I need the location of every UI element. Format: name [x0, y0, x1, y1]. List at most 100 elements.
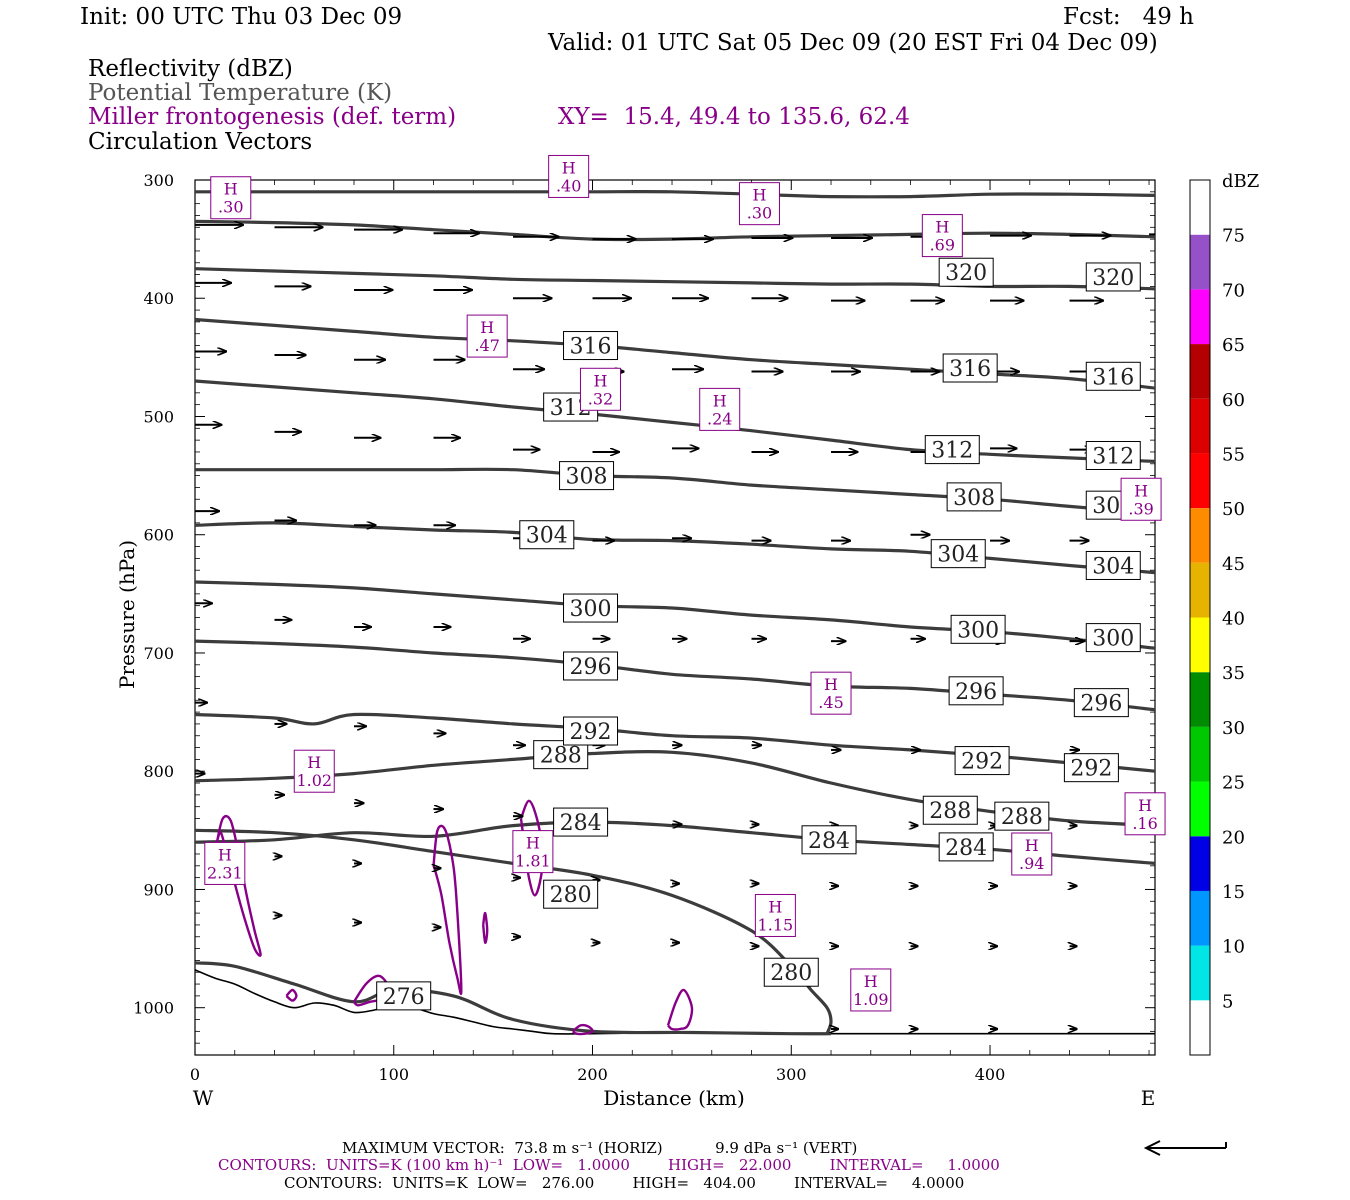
fronto-max-value: .69 [930, 236, 955, 255]
fronto-max-value: .16 [1132, 814, 1157, 833]
fronto-max-value: .47 [474, 336, 499, 355]
colorbar-level-label: 65 [1222, 335, 1245, 356]
fronto-max-box [850, 968, 892, 1012]
colorbar-unit: dBZ [1222, 171, 1259, 192]
fronto-max-value: .30 [747, 204, 772, 223]
fronto-max-value: 2.31 [207, 863, 243, 882]
theta-contour-316 [195, 317, 1155, 390]
fronto-contour [285, 988, 298, 1002]
colorbar-band [1190, 180, 1210, 235]
y-tick-label: 700 [143, 644, 174, 663]
fronto-max-label: H [713, 391, 727, 410]
field-reflectivity: Reflectivity (dBZ) [88, 56, 293, 82]
fronto-max-value: .30 [218, 198, 243, 217]
colorbar-band [1190, 836, 1210, 891]
colorbar-level-label: 35 [1222, 663, 1245, 684]
east-label: E [1141, 1086, 1156, 1110]
theta-label-box [1085, 623, 1141, 653]
theta-label: 316 [570, 335, 612, 360]
field-potential-temperature: Potential Temperature (K) [88, 80, 393, 106]
fronto-max-value: .24 [707, 409, 732, 428]
x-axis-title: Distance (km) [603, 1086, 745, 1110]
fronto-max-box [754, 893, 796, 937]
y-axis-title: Pressure (hPa) [115, 540, 139, 689]
field-circulation-vectors: Circulation Vectors [88, 129, 313, 155]
theta-contour-308 [195, 467, 1155, 515]
theta-label-box [950, 614, 1006, 644]
colorbar-level-label: 20 [1222, 827, 1245, 848]
theta-label-box [948, 676, 1004, 706]
fronto-max-label: H [1025, 836, 1039, 855]
theta-contour-304 [195, 521, 1155, 575]
theta-label: 300 [1092, 627, 1134, 652]
colorbar-level-label: 55 [1222, 444, 1245, 465]
colorbar-band [1190, 562, 1210, 618]
theta-label-box [1085, 441, 1141, 471]
theta-contour-328 [195, 190, 1155, 199]
theta-label: 316 [949, 357, 991, 382]
colorbar-band [1190, 344, 1210, 399]
colorbar-band [1190, 726, 1210, 782]
fronto-max-value: .32 [588, 389, 613, 408]
theta-label: 312 [1092, 445, 1134, 470]
plot-frame [194, 179, 1156, 1056]
y-tick-label: 800 [143, 762, 174, 781]
colorbar-band [1190, 617, 1210, 673]
colorbar-level-label: 50 [1222, 499, 1245, 520]
theta-label-box [922, 795, 978, 825]
theta-label: 296 [1080, 692, 1122, 717]
theta-label: 284 [808, 829, 850, 854]
theta-label-box [801, 825, 857, 855]
theta-label-box [563, 651, 619, 681]
theta-label: 308 [566, 465, 608, 490]
fronto-max-box [921, 214, 963, 258]
colorbar-band [1190, 289, 1210, 345]
fronto-max-label: H [1138, 796, 1152, 815]
fronto-contour [571, 1023, 594, 1036]
theta-label-box [563, 331, 619, 361]
theta-label-box [763, 957, 819, 987]
fronto-max-box [204, 841, 246, 885]
x-tick-label: 300 [776, 1065, 807, 1084]
x-tick-label: 400 [975, 1065, 1006, 1084]
fronto-contour [482, 911, 489, 944]
y-tick-label: 900 [143, 880, 174, 899]
theta-label-box [924, 435, 980, 465]
theta-label: 292 [1070, 757, 1112, 782]
theta-label: 300 [570, 597, 612, 622]
fronto-max-box [293, 749, 335, 793]
theta-label: 280 [550, 883, 592, 908]
fronto-max-label: H [864, 972, 878, 991]
forecast-hour: Fcst: 49 h [1063, 4, 1194, 30]
theta-label: 304 [1092, 554, 1134, 579]
theta-label-box [994, 801, 1050, 831]
theta-label-box [1063, 753, 1119, 783]
colorbar-level-label: 10 [1222, 937, 1245, 958]
theta-label: 316 [1092, 365, 1134, 390]
colorbar-band [1190, 945, 1210, 1001]
fronto-max-label: H [224, 180, 238, 199]
fronto-max-label: H [218, 845, 232, 864]
colorbar-level-label: 40 [1222, 609, 1245, 630]
theta-label-box [533, 740, 589, 770]
theta-label: 296 [570, 655, 612, 680]
theta-contour-280 [195, 828, 833, 1035]
theta-label-box [376, 981, 432, 1011]
theta-label: 288 [929, 799, 971, 824]
theta-contour-324 [195, 219, 1155, 242]
fronto-max-box [210, 176, 252, 220]
theta-contour-276 [195, 961, 832, 1036]
fronto-max-label: H [480, 318, 494, 337]
theta-label: 284 [945, 836, 987, 861]
theta-label-box [938, 257, 994, 287]
theta-label-box [1085, 550, 1141, 580]
colorbar-band [1190, 890, 1210, 946]
theta-label: 288 [540, 744, 582, 769]
fronto-max-label: H [824, 675, 838, 694]
theta-label-box [938, 832, 994, 862]
fronto-max-box [466, 314, 508, 358]
fronto-max-value: 1.02 [296, 771, 332, 790]
fronto-max-label: H [768, 897, 782, 916]
fronto-max-box [810, 671, 852, 715]
